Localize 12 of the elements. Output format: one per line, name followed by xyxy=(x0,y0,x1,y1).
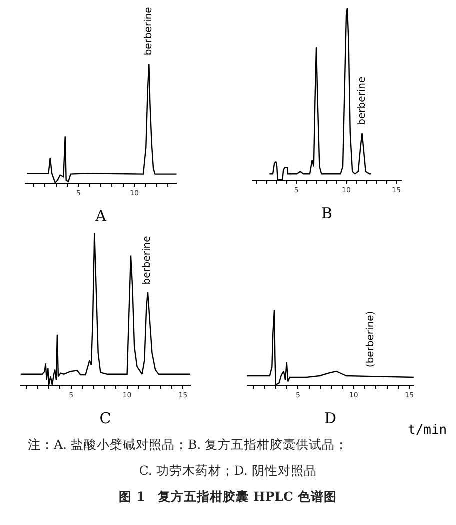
x-axis-title: A xyxy=(94,207,107,225)
annotation: berberine xyxy=(357,76,368,126)
caption: 图 1 复方五指柑胶囊 HPLC 色谱图 xyxy=(118,488,338,506)
text: C. 功劳木药材；D. 阴性对照品 xyxy=(138,462,318,480)
annotation: (berberine) xyxy=(366,311,377,368)
x-axis-title: C xyxy=(100,409,112,428)
text: t/min xyxy=(408,423,448,438)
text: 注：A. 盐酸小檗碱对照品；B. 复方五指柑胶囊供试品； xyxy=(28,437,348,452)
x-axis-title: B xyxy=(321,204,333,222)
annotation: berberine xyxy=(142,236,154,285)
x-axis-title: D xyxy=(324,409,337,428)
annotation: berberine xyxy=(144,7,155,56)
